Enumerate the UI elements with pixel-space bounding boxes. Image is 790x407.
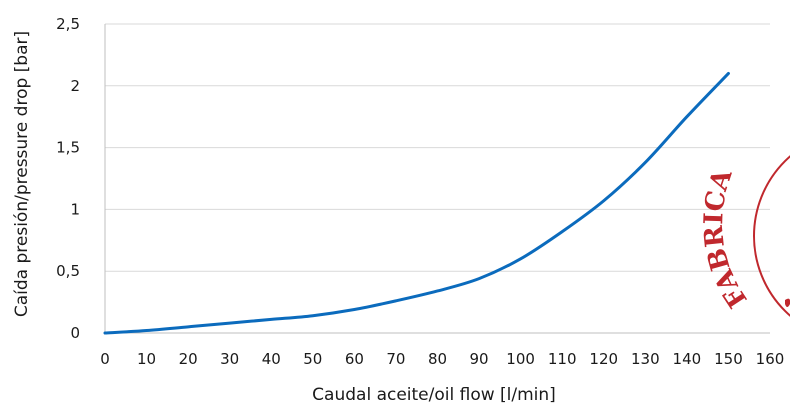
y-tick-label: 1,5	[56, 139, 80, 157]
series	[103, 71, 730, 335]
grid-lines	[105, 23, 770, 272]
x-tick-label: 90	[470, 350, 489, 368]
tick-labels: 0 0,5 1 1,5 2 2,5 0 10 20 30 40 50 60 70 80 90 100 110 120…	[56, 15, 784, 368]
y-tick-label: 0,5	[56, 262, 80, 280]
x-tick-label: 10	[137, 350, 156, 368]
x-tick-label: 0	[100, 350, 110, 368]
x-tick-label: 70	[386, 350, 405, 368]
watermark-fragment	[785, 298, 790, 307]
x-tick-label: 60	[345, 350, 364, 368]
y-tick-label: 2,5	[56, 15, 80, 33]
y-tick-label: 2	[70, 77, 80, 95]
axes	[104, 24, 770, 334]
watermark-stamp: FABRICA	[699, 155, 790, 317]
x-tick-label: 120	[589, 350, 618, 368]
x-tick-label: 50	[303, 350, 322, 368]
x-tick-label: 160	[756, 350, 785, 368]
x-tick-label: 130	[631, 350, 660, 368]
x-tick-label: 150	[714, 350, 743, 368]
x-tick-label: 20	[179, 350, 198, 368]
x-tick-label: 30	[220, 350, 239, 368]
x-tick-label: 140	[673, 350, 702, 368]
x-tick-label: 40	[262, 350, 281, 368]
x-tick-label: 80	[428, 350, 447, 368]
x-tick-label: 100	[506, 350, 535, 368]
watermark-circle	[753, 155, 790, 317]
watermark-text: FABRICA	[699, 165, 754, 313]
y-tick-label: 1	[70, 200, 80, 218]
x-axis-title: Caudal aceite/oil flow [l/min]	[312, 385, 556, 405]
series-line	[103, 71, 730, 335]
y-tick-label: 0	[70, 324, 80, 342]
y-axis-title: Caída presión/pressure drop [bar]	[12, 31, 32, 317]
x-tick-label: 110	[548, 350, 577, 368]
